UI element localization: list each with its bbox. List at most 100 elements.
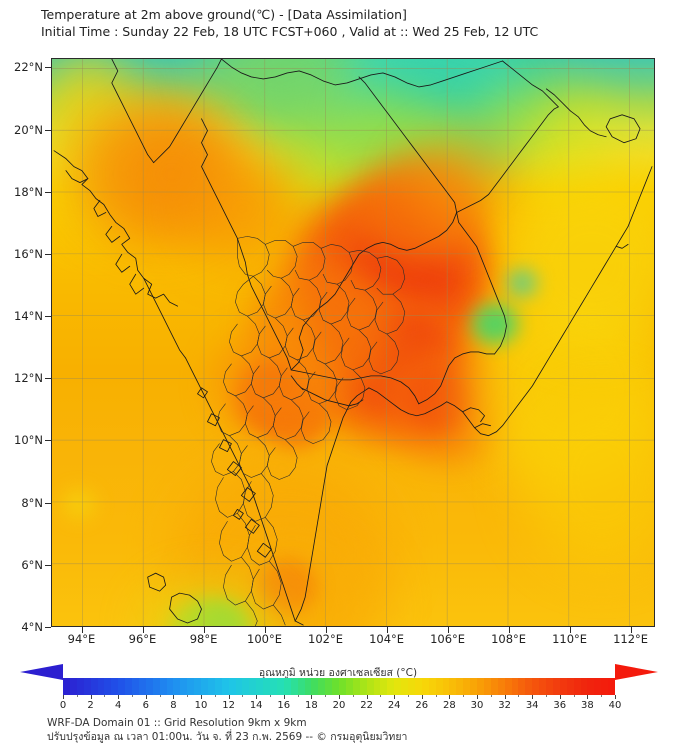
colorbar-cell	[594, 678, 602, 695]
colorbar-minor-tick	[187, 695, 189, 697]
colorbar-cell	[559, 678, 568, 695]
colorbar-cell	[546, 678, 554, 695]
colorbar-cell	[242, 678, 250, 695]
colorbar-cell	[359, 678, 367, 695]
colorbar-minor-tick	[214, 695, 216, 697]
x-axis-tick	[386, 627, 388, 633]
colorbar-major-tick	[228, 695, 230, 699]
colorbar-cell	[173, 678, 181, 695]
x-axis-tick	[264, 627, 266, 633]
colorbar-tick-label: 30	[470, 700, 484, 711]
footer-block: WRF-DA Domain 01 :: Grid Resolution 9km …	[47, 716, 647, 744]
colorbar-minor-tick	[297, 695, 299, 697]
colorbar-major-tick	[311, 695, 313, 699]
colorbar-cell	[194, 678, 202, 695]
x-axis-tick-label: 94°E	[67, 632, 96, 646]
y-axis-tick-label: 8°N	[21, 495, 43, 510]
colorbar-major-tick	[145, 695, 147, 699]
colorbar-major-tick	[283, 695, 285, 699]
colorbar-cell	[490, 678, 499, 695]
x-axis-tick-label: 112°E	[613, 632, 649, 646]
colorbar-minor-tick	[380, 695, 382, 697]
map-vector-overlay	[52, 59, 654, 626]
y-axis-tick	[45, 378, 51, 380]
colorbar-major-tick	[504, 695, 506, 699]
x-axis-tick-label: 96°E	[128, 632, 157, 646]
colorbar-cell	[304, 678, 312, 695]
colorbar-minor-tick	[435, 695, 437, 697]
y-axis-tick-label: 22°N	[14, 60, 43, 75]
colorbar-cell	[297, 678, 305, 695]
colorbar-cell	[97, 678, 105, 695]
colorbar-minor-tick	[518, 695, 520, 697]
colorbar-cell	[187, 678, 195, 695]
colorbar-under-arrow	[20, 664, 63, 680]
colorbar-major-tick	[532, 695, 534, 699]
colorbar-cell	[332, 678, 340, 695]
x-axis-tick	[630, 627, 632, 633]
colorbar-major-tick	[201, 695, 202, 699]
colorbar-cell	[63, 678, 71, 695]
colorbar-minor-tick	[159, 695, 161, 697]
x-axis-tick	[508, 627, 510, 633]
colorbar-cell	[118, 678, 126, 695]
colorbar-cell	[414, 678, 423, 695]
y-axis-tick-label: 20°N	[14, 122, 43, 137]
colorbar-cell	[518, 678, 526, 695]
colorbar-cell	[104, 678, 112, 695]
y-axis-tick-label: 6°N	[21, 557, 43, 572]
x-axis-tick	[447, 627, 449, 633]
colorbar-cell	[366, 678, 374, 695]
colorbar-tick-label: 14	[249, 700, 263, 711]
colorbar-minor-tick	[490, 695, 492, 697]
page-title: Temperature at 2m above ground(℃) - [Dat…	[41, 7, 407, 22]
colorbar-cell	[483, 678, 492, 695]
colorbar-tick-label: 40	[608, 700, 622, 711]
colorbar-cell	[449, 678, 457, 695]
colorbar-cell	[352, 678, 361, 695]
colorbar-minor-tick	[408, 695, 409, 697]
colorbar-minor-tick	[132, 695, 133, 697]
colorbar-cell	[511, 678, 519, 695]
colorbar-cell	[504, 678, 512, 695]
colorbar-cell	[207, 678, 216, 695]
colorbar-cell	[387, 678, 395, 695]
colorbar-gradient	[63, 678, 616, 695]
colorbar-cell	[470, 678, 478, 695]
colorbar-major-tick	[339, 695, 340, 699]
colorbar-cell	[539, 678, 547, 695]
colorbar-title: อุณหภูมิ หน่วย องศาเซลเซียส (°C)	[258, 667, 418, 679]
colorbar-cell	[587, 678, 595, 695]
colorbar-cell	[90, 678, 98, 695]
colorbar-minor-tick	[104, 695, 106, 697]
x-axis-tick-label: 106°E	[430, 632, 466, 646]
colorbar-cell	[435, 678, 443, 695]
y-axis-tick	[45, 67, 51, 69]
colorbar-minor-tick	[242, 695, 244, 697]
x-axis-tick-label: 104°E	[369, 632, 405, 646]
chart-title-block: Temperature at 2m above ground(℃) - [Dat…	[41, 6, 651, 40]
colorbar-cell	[394, 678, 402, 695]
colorbar-major-tick	[394, 695, 396, 699]
colorbar-tick-label: 12	[222, 700, 235, 711]
y-axis-tick	[45, 191, 51, 193]
y-axis-tick-label: 18°N	[14, 184, 43, 199]
x-axis-tick	[142, 627, 144, 633]
update-credit-line: ปรับปรุงข้อมูล ณ เวลา 01:00น. วัน จ. ที่…	[47, 731, 408, 743]
colorbar-cell	[249, 678, 257, 695]
colorbar-cell	[263, 678, 271, 695]
y-axis-tick	[45, 129, 51, 131]
y-axis-tick-label: 4°N	[21, 620, 43, 634]
colorbar-cell	[408, 678, 416, 695]
temperature-map-plot	[51, 58, 655, 627]
colorbar-cell	[311, 678, 319, 695]
colorbar-cell	[235, 678, 243, 695]
colorbar-minor-tick	[325, 695, 327, 697]
colorbar-cell	[339, 678, 347, 695]
colorbar-cell	[159, 678, 167, 695]
colorbar-cell	[270, 678, 278, 695]
forecast-time-subtitle: Initial Time : Sunday 22 Feb, 18 UTC FCS…	[41, 24, 539, 39]
colorbar-cell	[138, 678, 147, 695]
